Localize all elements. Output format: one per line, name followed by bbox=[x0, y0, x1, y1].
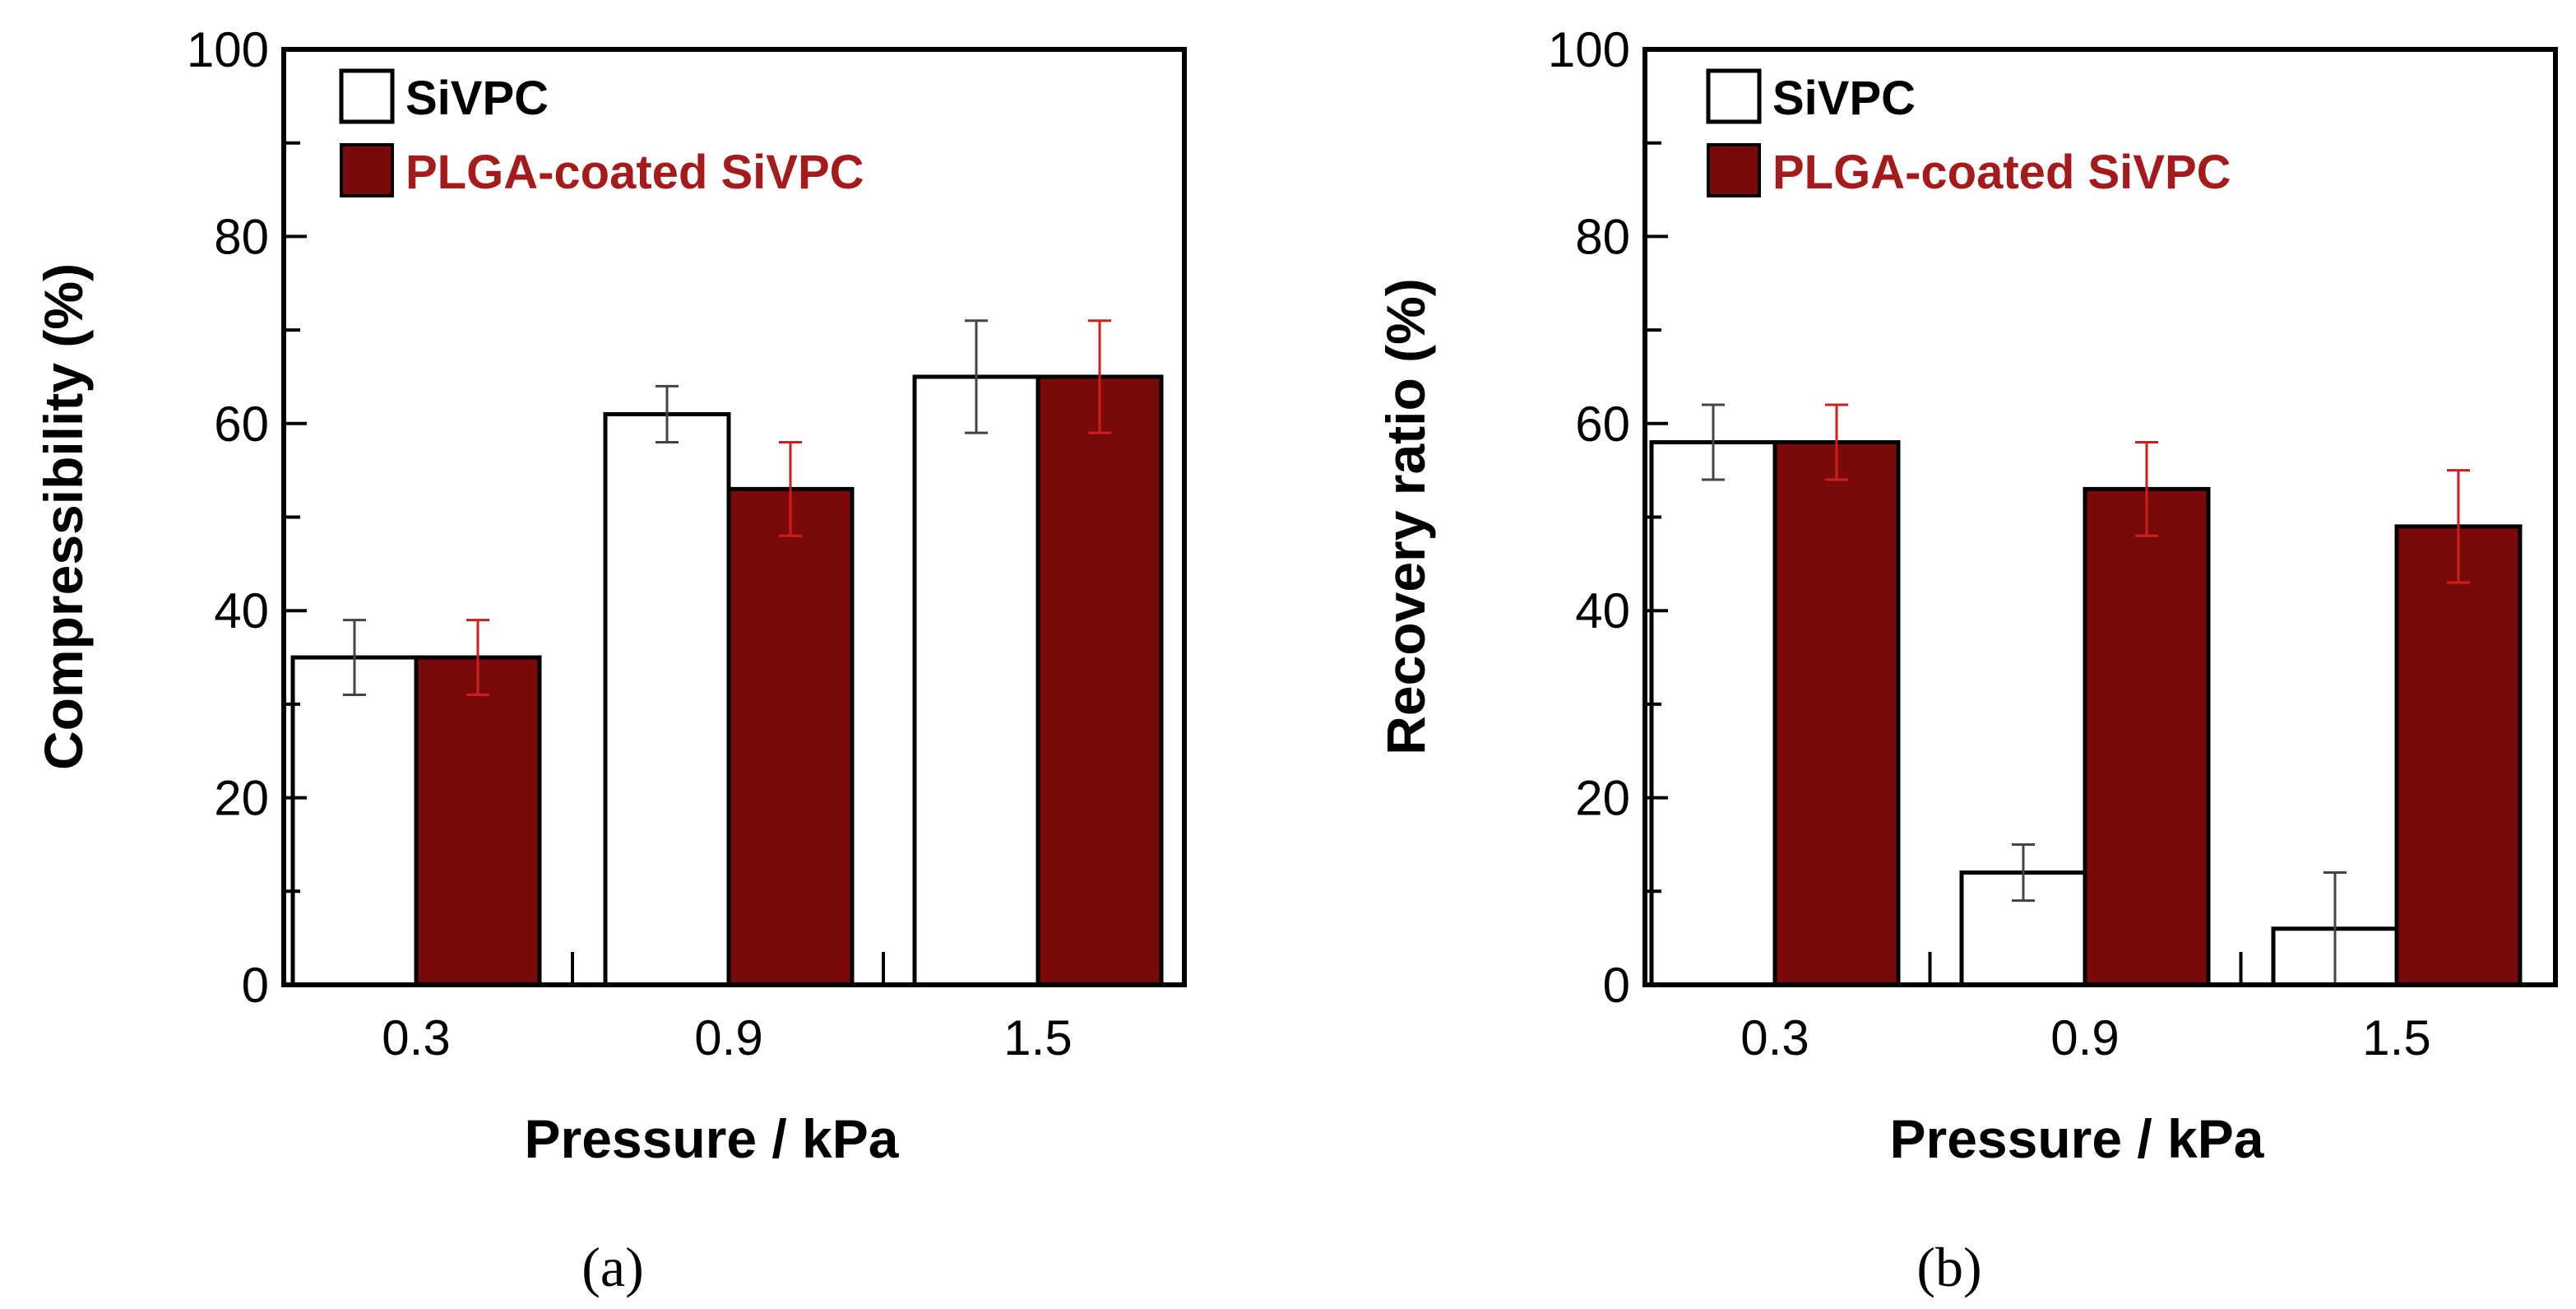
chart-b-legend: SiVPC PLGA-coated SiVPC bbox=[1706, 68, 2231, 199]
chart-b-panel-label: (b) bbox=[1916, 1236, 1981, 1298]
y-tick-label: 80 bbox=[1575, 209, 1630, 264]
chart-a: 0 20 40 60 80 100 0.3 0.9 1.5 SiVPC PLGA-coated… bbox=[33, 22, 1187, 1298]
bar-plga bbox=[1772, 440, 1901, 987]
bar-plga bbox=[2083, 486, 2211, 987]
chart-a-y-axis-title: Compressibility (%) bbox=[33, 263, 94, 770]
y-tick-label: 60 bbox=[214, 397, 269, 452]
legend-label-siv: SiVPC bbox=[1772, 72, 1916, 125]
x-tick-label: 0.3 bbox=[382, 1010, 450, 1065]
chart-b-x-axis-title: Pressure / kPa bbox=[1890, 1108, 2265, 1169]
bar-plga bbox=[1035, 374, 1164, 987]
y-tick-label: 80 bbox=[214, 209, 269, 264]
chart-b-y-axis-title: Recovery ratio (%) bbox=[1375, 278, 1436, 755]
bar-plga bbox=[414, 655, 542, 987]
legend-swatch-siv bbox=[339, 68, 395, 124]
chart-a-panel-label: (a) bbox=[581, 1236, 643, 1298]
bar-plga bbox=[726, 486, 855, 987]
legend-swatch-plga bbox=[340, 143, 394, 197]
y-tick-label: 40 bbox=[1575, 583, 1630, 638]
legend-swatch-plga bbox=[1707, 143, 1761, 197]
bar-plga bbox=[2394, 524, 2523, 987]
chart-a-bars bbox=[290, 374, 1164, 987]
y-tick-label: 20 bbox=[214, 771, 269, 826]
y-tick-label: 0 bbox=[242, 958, 269, 1013]
chart-a-legend: SiVPC PLGA-coated SiVPC bbox=[339, 68, 864, 199]
x-tick-label: 0.3 bbox=[1740, 1010, 1809, 1065]
bar-siv bbox=[912, 374, 1040, 987]
y-tick-label: 0 bbox=[1603, 958, 1630, 1013]
legend-swatch-siv bbox=[1706, 68, 1762, 124]
bar-siv bbox=[290, 655, 419, 987]
chart-b-x-ticks: 0.3 0.9 1.5 bbox=[1740, 952, 2431, 1065]
bar-siv bbox=[1649, 440, 1777, 987]
bar-siv bbox=[603, 411, 731, 987]
y-tick-label: 60 bbox=[1575, 397, 1630, 452]
y-tick-label: 20 bbox=[1575, 771, 1630, 826]
chart-a-error-bars bbox=[343, 319, 1111, 697]
x-tick-label: 1.5 bbox=[1003, 1010, 1072, 1065]
y-tick-label: 100 bbox=[187, 22, 269, 77]
y-tick-label: 40 bbox=[214, 583, 269, 638]
x-tick-label: 1.5 bbox=[2362, 1010, 2430, 1065]
chart-b: 0 20 40 60 80 100 0.3 0.9 1.5 SiVPC PLGA-coated… bbox=[1375, 22, 2558, 1298]
legend-label-plga: PLGA-coated SiVPC bbox=[1772, 146, 2231, 199]
chart-b-bars bbox=[1649, 440, 2523, 987]
chart-a-x-ticks: 0.3 0.9 1.5 bbox=[382, 952, 1073, 1065]
x-tick-label: 0.9 bbox=[694, 1010, 762, 1065]
legend-label-siv: SiVPC bbox=[405, 72, 549, 125]
y-tick-label: 100 bbox=[1548, 22, 1630, 77]
x-tick-label: 0.9 bbox=[2050, 1010, 2119, 1065]
chart-b-y-ticks: 0 20 40 60 80 100 bbox=[1548, 22, 1668, 1013]
chart-a-y-ticks: 0 20 40 60 80 100 bbox=[187, 22, 307, 1013]
legend-label-plga: PLGA-coated SiVPC bbox=[405, 146, 864, 199]
chart-a-x-axis-title: Pressure / kPa bbox=[525, 1108, 900, 1169]
